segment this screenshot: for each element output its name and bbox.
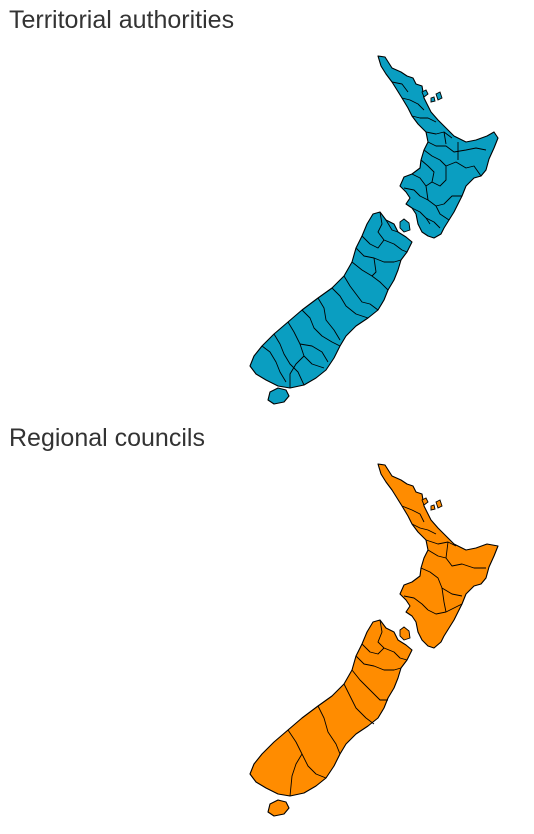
stewart-island [267, 799, 290, 817]
south-island [249, 211, 413, 389]
ta-boundaries-south [261, 211, 408, 388]
regional-councils-map [249, 463, 499, 817]
territorial-authorities-title: Territorial authorities [9, 6, 235, 34]
ta-boundaries-north [391, 81, 487, 229]
territorial-authorities-map [249, 55, 499, 405]
rc-boundaries-south [287, 619, 408, 797]
sounds-islets [399, 626, 411, 641]
sounds-islets [399, 218, 411, 233]
waiheke-islets [421, 497, 436, 511]
rc-boundaries-north [401, 505, 486, 615]
stewart-island [267, 387, 290, 405]
regional-councils-panel: Regional councils [0, 418, 534, 834]
great-barrier-islet [435, 499, 443, 509]
waiheke-islets [421, 89, 436, 103]
south-island [249, 619, 413, 797]
territorial-authorities-panel: Territorial authorities [9, 6, 499, 405]
regional-councils-title: Regional councils [9, 424, 205, 452]
great-barrier-islet [435, 91, 443, 101]
